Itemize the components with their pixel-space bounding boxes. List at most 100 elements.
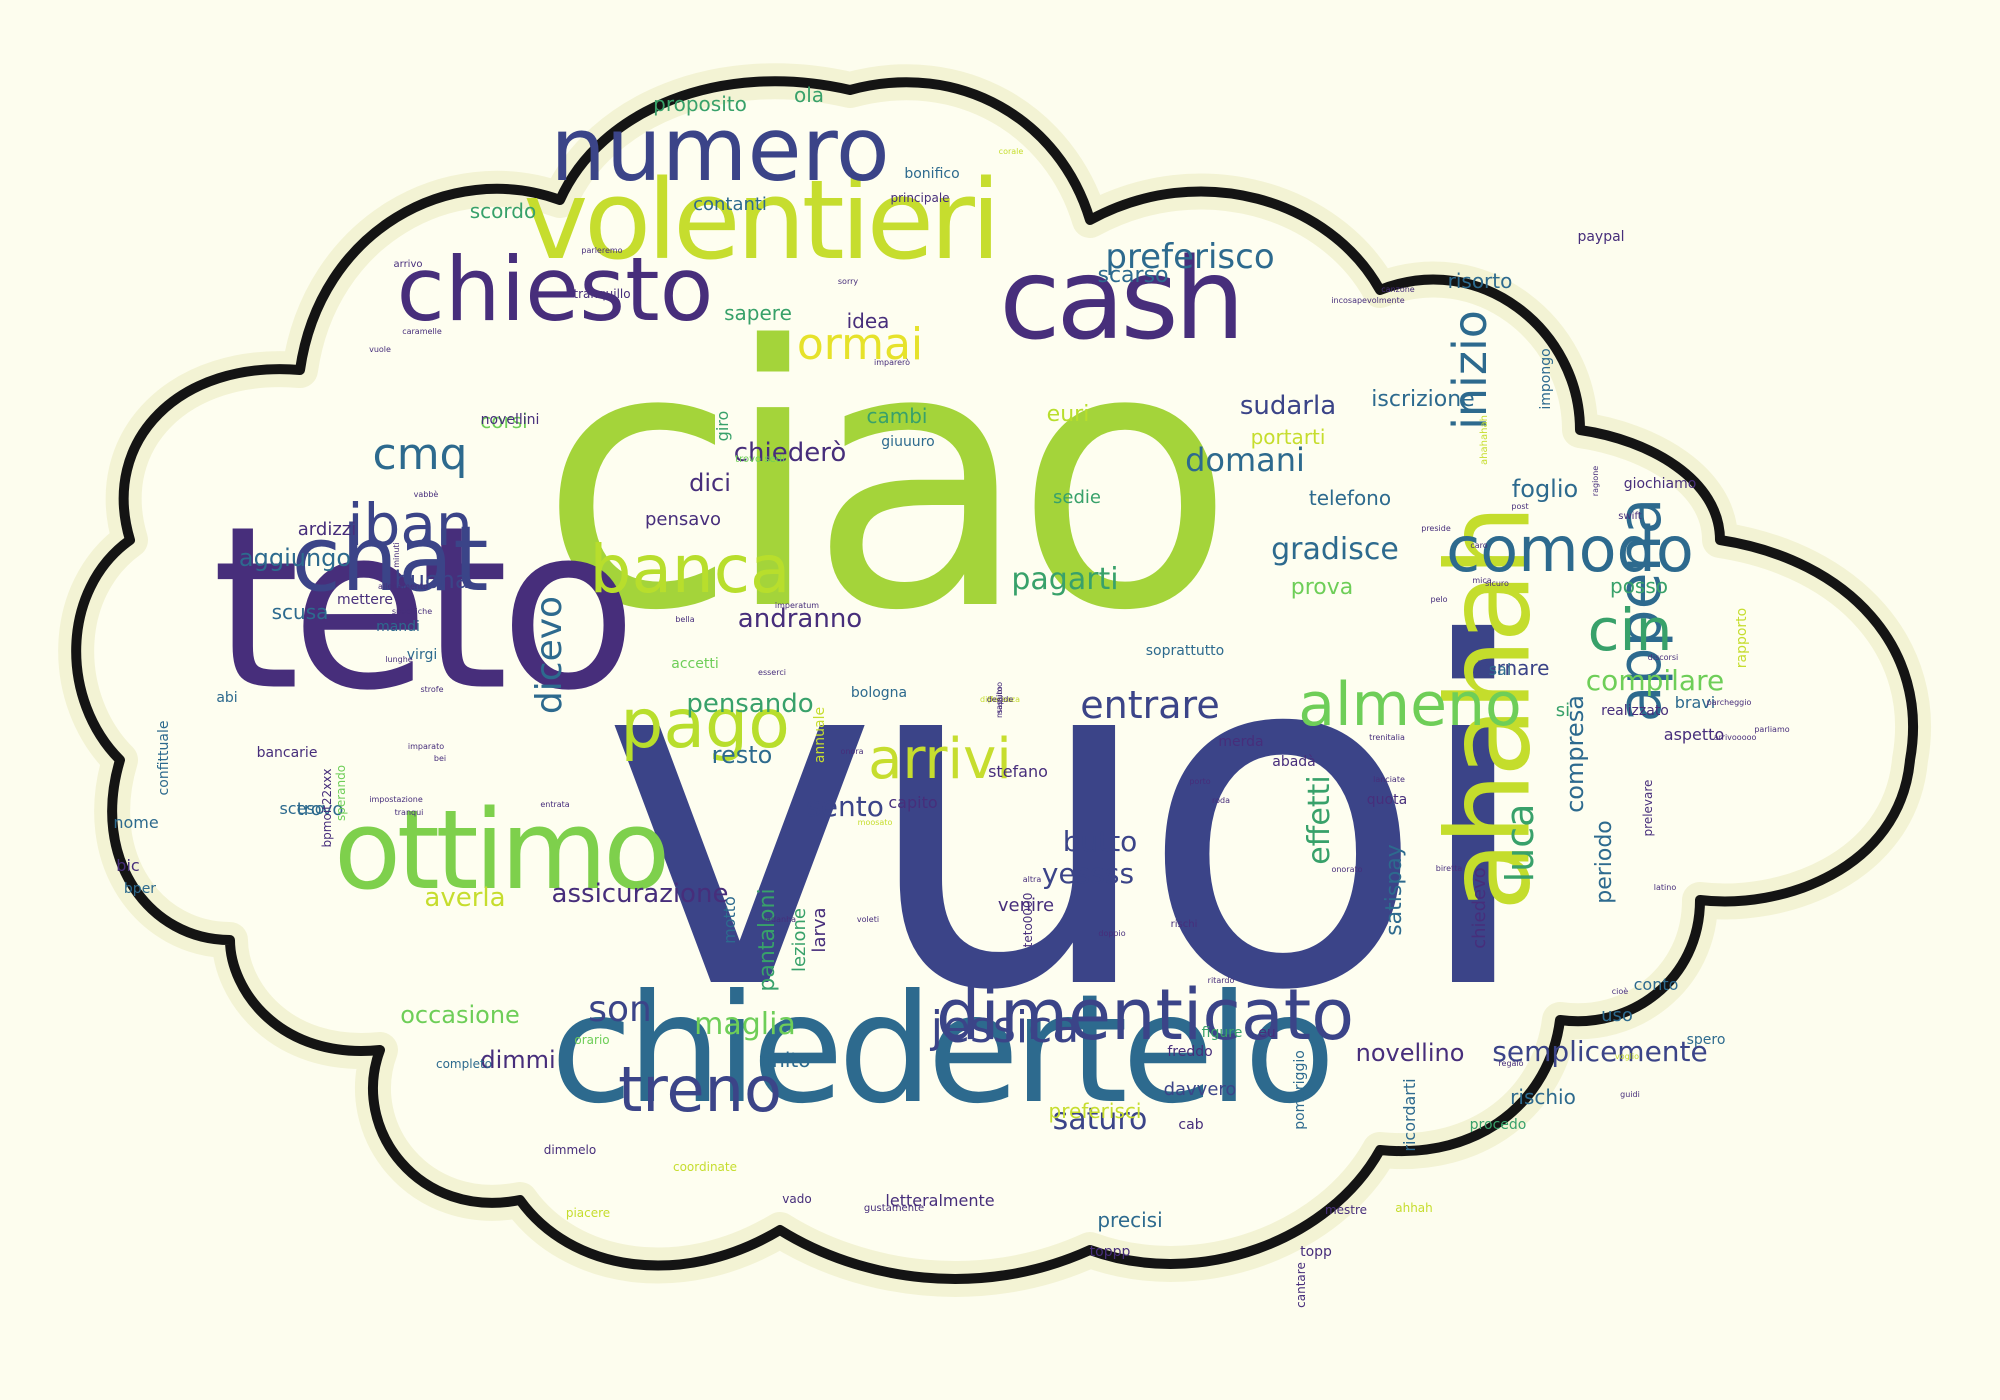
cloud-word: pensavo [645, 509, 721, 530]
cloud-word: imparato [407, 742, 445, 751]
cloud-word: ardizzi [297, 519, 357, 540]
cloud-word: eu [1258, 1025, 1276, 1041]
cloud-word: giochiamo [1623, 476, 1697, 492]
cloud-word: gustamente [863, 1203, 925, 1214]
cloud-word: sperando [334, 764, 348, 822]
cloud-word: giro [713, 410, 732, 442]
cloud-word: tranquillo [573, 287, 631, 301]
cloud-word: impostazione [369, 795, 423, 804]
cloud-word: confittuale [156, 720, 172, 796]
cloud-word: principale [890, 191, 950, 205]
cloud-word: arrivo [393, 259, 423, 270]
cloud-word: arrivooooo [1713, 733, 1757, 742]
cloud-word: ottimo [333, 786, 671, 914]
cloud-word: novellino [1355, 1039, 1465, 1067]
cloud-word: voleti [856, 915, 880, 924]
cloud-word: idea [846, 309, 890, 333]
cloud-word: semplicemente [1492, 1035, 1708, 1068]
cloud-word: topp [1300, 1244, 1332, 1260]
cloud-word: ladanha [763, 915, 797, 924]
cloud-word: trovo [296, 799, 344, 820]
cloud-word: decide [986, 695, 1014, 704]
cloud-word: imperatum [774, 601, 820, 610]
cloud-word: bei [433, 754, 447, 763]
cloud-word: compilare [1585, 664, 1725, 697]
cloud-word: bpmoit22xxx [320, 768, 334, 848]
cloud-word: entrare [1080, 683, 1220, 727]
cloud-word: roda [1212, 796, 1230, 805]
cloud-word: giuuuro [881, 434, 935, 450]
cloud-word: vabbè [413, 490, 439, 499]
cloud-word: orario [574, 1033, 610, 1047]
cloud-word: contanti [693, 194, 767, 215]
cloud-word: bic [116, 856, 140, 875]
cloud-word: prova [1290, 575, 1354, 600]
cloud-word: canzone [1381, 285, 1415, 294]
cloud-word: bonifico [904, 166, 960, 182]
cloud-word: averla [424, 883, 506, 913]
cloud-word: chiederò [733, 438, 847, 468]
cloud-word: comodo [1446, 513, 1694, 586]
cloud-word: vado [782, 1192, 812, 1206]
cloud-word: effetti [1302, 775, 1337, 865]
cloud-word: uso [1601, 1005, 1633, 1026]
cloud-word: sento [806, 790, 884, 823]
cloud-word: quota [1366, 792, 1408, 808]
cloud-word: preferisci [1048, 1099, 1142, 1123]
cloud-word: pagarti [1011, 562, 1119, 597]
cloud-word: sapere [724, 301, 792, 325]
cloud-border [71, 76, 1919, 1284]
cloud-word: iscrizione [1371, 387, 1475, 412]
cloud-word: aspetto [1663, 725, 1725, 744]
cloud-word: onorato [1331, 865, 1363, 874]
cloud-word: bper [123, 881, 157, 897]
cloud-word: luca [1498, 803, 1542, 883]
cloud-word: coordinate [672, 1160, 738, 1174]
cloud-word: buona [394, 566, 470, 594]
cloud-word: dici [689, 469, 731, 497]
cloud-word: capito [888, 793, 938, 812]
cloud-word: swift [1618, 511, 1642, 522]
cloud-word: cmq [372, 429, 468, 480]
cloud-word: vuoi [600, 546, 1539, 1093]
cloud-word: dimenticato [935, 974, 1355, 1056]
cloud-word: stefano [988, 762, 1048, 781]
cloud-word: soprattutto [1145, 643, 1225, 659]
cloud-word: ciao [539, 270, 1235, 689]
cloud-word: imparerò [873, 358, 911, 367]
cloud-word: sceso [279, 799, 325, 818]
cloud-word: volentieri [523, 156, 1001, 284]
cloud-word: ahahahah [1479, 415, 1490, 465]
cloud-word: mettere [337, 592, 393, 608]
cloud-word: risorto [1447, 269, 1513, 293]
cloud-word: pensando [686, 689, 814, 719]
cloud-word: teto0000 [1021, 892, 1035, 948]
cloud-word: guidi [1620, 1090, 1640, 1099]
cloud-word: nome [113, 813, 159, 832]
cloud-word: son [588, 989, 652, 1030]
cloud-word: altra [1022, 875, 1042, 884]
cloud-word: biretta [1435, 864, 1463, 873]
cloud-word: scarso [1097, 263, 1169, 288]
cloud-word: esserci [758, 668, 786, 677]
cloud-word: chat [291, 507, 489, 612]
cloud-word: posso [1609, 574, 1669, 598]
cloud-word: cioè [1611, 987, 1629, 996]
cloud-word: resto [711, 741, 773, 769]
cloud-word: sedie [1053, 487, 1101, 508]
cloud-word: sorry [837, 277, 859, 286]
cloud-word: telefono [1308, 486, 1392, 510]
cloud-word: pantaloni [755, 888, 780, 992]
cloud-word: sicuro [1485, 579, 1509, 588]
cloud-word: doppio [1098, 929, 1126, 938]
cloud-word: spero [1686, 1032, 1726, 1048]
cloud-word: trovo sedi [735, 454, 785, 465]
cloud-word: voglio [1614, 1052, 1640, 1061]
cloud-word: satispay [1382, 844, 1407, 936]
cloud-word: cab [1178, 1117, 1204, 1133]
cloud-word: venire [997, 895, 1055, 916]
cloud-word: scordo [469, 199, 537, 223]
cloud-word: maglia [694, 1007, 796, 1042]
cloud-word: motto [720, 896, 739, 944]
cloud-word: banca [589, 531, 791, 608]
